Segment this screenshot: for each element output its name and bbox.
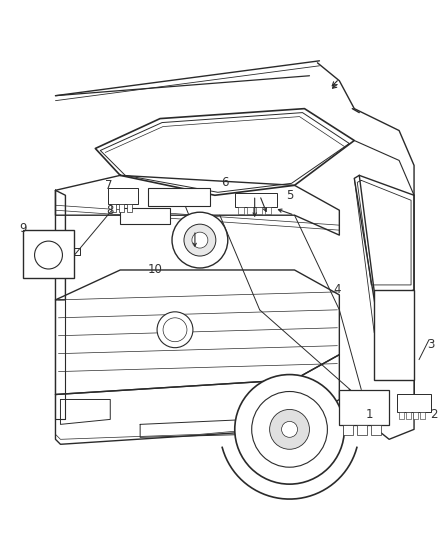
Circle shape bbox=[157, 312, 193, 348]
Text: 5: 5 bbox=[286, 189, 293, 202]
Text: 9: 9 bbox=[19, 222, 26, 235]
Bar bbox=[374, 290, 414, 379]
Bar bbox=[413, 413, 418, 419]
Circle shape bbox=[163, 318, 187, 342]
Text: 8: 8 bbox=[106, 204, 114, 217]
Circle shape bbox=[235, 375, 344, 484]
Bar bbox=[111, 204, 116, 212]
Bar bbox=[119, 204, 124, 212]
Bar bbox=[148, 188, 210, 206]
Circle shape bbox=[282, 422, 297, 437]
Circle shape bbox=[35, 241, 63, 269]
Text: 3: 3 bbox=[427, 338, 434, 351]
Bar bbox=[371, 425, 381, 435]
Bar bbox=[420, 413, 425, 419]
Bar bbox=[247, 207, 253, 214]
Circle shape bbox=[192, 232, 208, 248]
Circle shape bbox=[172, 212, 228, 268]
Text: 10: 10 bbox=[148, 263, 162, 277]
Text: 6: 6 bbox=[221, 176, 229, 189]
Bar bbox=[235, 193, 277, 207]
Bar bbox=[339, 390, 389, 425]
Bar bbox=[357, 425, 367, 435]
Bar bbox=[343, 425, 353, 435]
Text: 7: 7 bbox=[105, 179, 112, 192]
Bar bbox=[265, 207, 271, 214]
Bar bbox=[399, 413, 404, 419]
Text: 1: 1 bbox=[365, 408, 373, 421]
Bar bbox=[108, 188, 138, 204]
Circle shape bbox=[252, 392, 327, 467]
Bar bbox=[23, 230, 74, 278]
Bar bbox=[256, 207, 261, 214]
Text: 2: 2 bbox=[430, 408, 438, 421]
Circle shape bbox=[184, 224, 216, 256]
Bar bbox=[120, 208, 170, 224]
Bar bbox=[238, 207, 244, 214]
Bar bbox=[406, 413, 411, 419]
Bar bbox=[397, 394, 431, 413]
Bar bbox=[127, 204, 132, 212]
Text: 4: 4 bbox=[334, 284, 341, 296]
Circle shape bbox=[270, 409, 310, 449]
